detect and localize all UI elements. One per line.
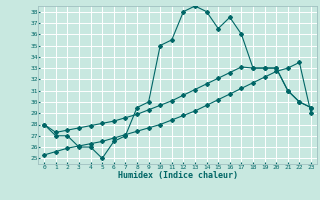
X-axis label: Humidex (Indice chaleur): Humidex (Indice chaleur) xyxy=(118,171,238,180)
